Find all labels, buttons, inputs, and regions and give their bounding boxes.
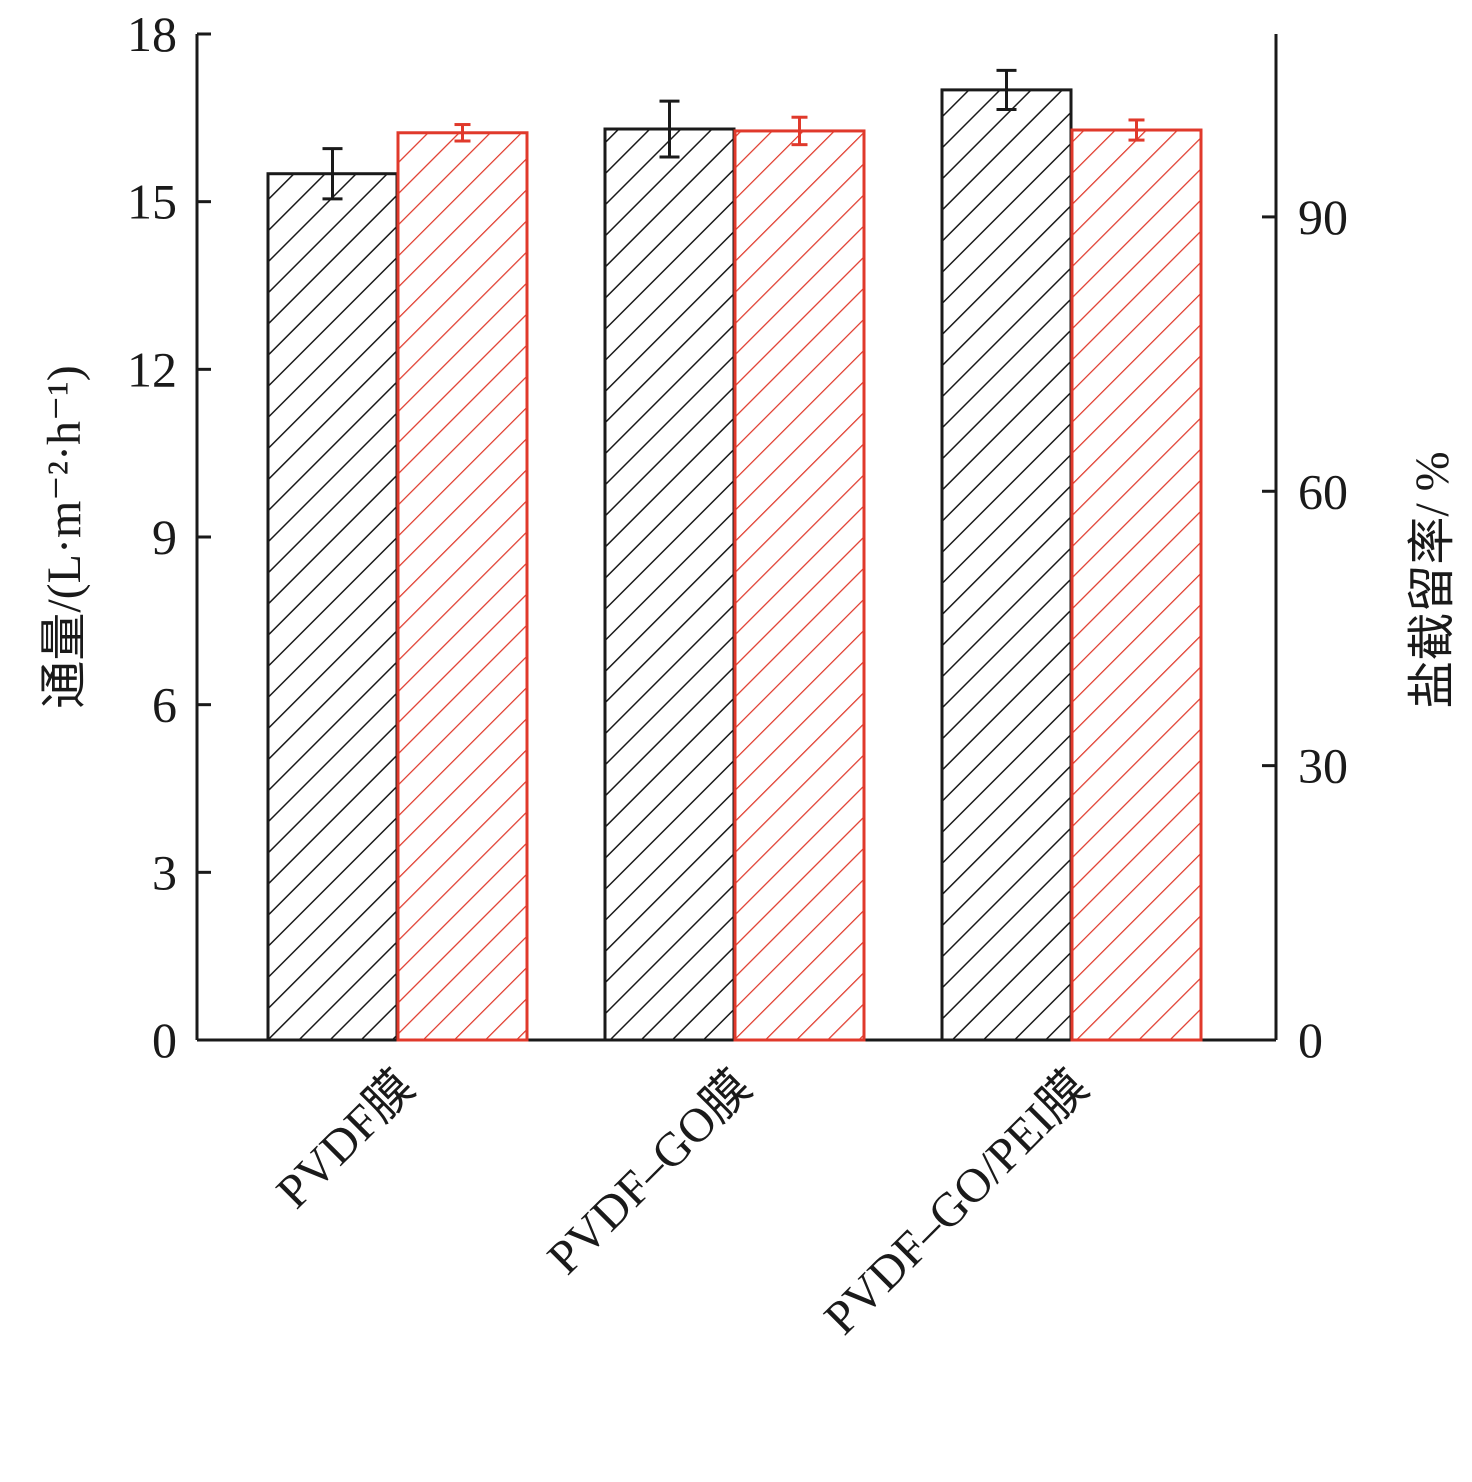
y-axis-label: 通量/(L·m⁻²·h⁻¹) <box>38 365 91 708</box>
bar-flux <box>603 127 736 1042</box>
category-label: PVDF膜 <box>267 1060 425 1218</box>
bar-flux <box>940 88 1073 1042</box>
y-right-tick-label: 0 <box>1298 1012 1323 1068</box>
y-right-tick-label: 30 <box>1298 738 1348 794</box>
bar-flux <box>266 172 399 1042</box>
y-right-tick-label: 90 <box>1298 189 1348 245</box>
y-tick-label: 9 <box>152 509 177 565</box>
category-label: PVDF–GO/PEI膜 <box>814 1060 1099 1345</box>
y-tick-label: 15 <box>127 174 177 230</box>
y-tick-label: 12 <box>127 341 177 397</box>
bar-rejection <box>733 129 866 1042</box>
y-tick-label: 18 <box>127 6 177 62</box>
y-tick-label: 3 <box>152 844 177 900</box>
y-tick-label: 0 <box>152 1012 177 1068</box>
y-right-tick-label: 60 <box>1298 463 1348 519</box>
bar-rejection <box>1070 128 1203 1042</box>
category-label: PVDF–GO膜 <box>538 1060 762 1284</box>
bar-rejection <box>396 131 529 1042</box>
y-axis-right-label: 盐截留率/ % <box>1406 451 1459 708</box>
y-tick-label: 6 <box>152 677 177 733</box>
